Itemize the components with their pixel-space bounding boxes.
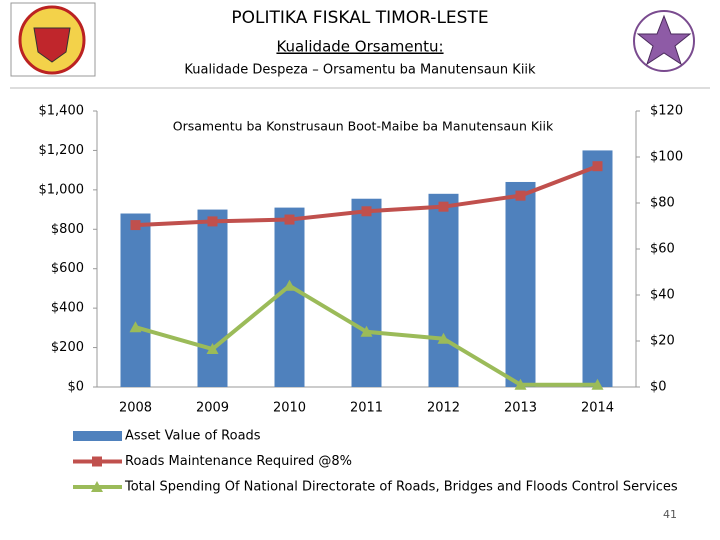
y-tick-label: $1,200 (39, 143, 85, 158)
line-marker (283, 279, 296, 291)
y-tick-label: $400 (51, 301, 84, 316)
y-tick-label: $1,000 (39, 182, 85, 197)
y2-tick-label: $120 (650, 104, 683, 119)
legend-label: Total Spending Of National Directorate o… (124, 480, 678, 495)
line-marker (514, 378, 527, 390)
x-tick-label: 2012 (427, 401, 460, 416)
y2-tick-label: $100 (650, 150, 683, 165)
slide-title: POLITIKA FISKAL TIMOR-LESTE (231, 8, 488, 28)
y2-tick-label: $60 (650, 242, 675, 257)
line-marker (284, 214, 295, 225)
bar (505, 181, 536, 387)
y-tick-label: $200 (51, 340, 84, 355)
bar (274, 207, 305, 387)
y2-tick-label: $20 (650, 334, 675, 349)
line-marker (206, 343, 219, 355)
bar (120, 213, 151, 387)
chart-title: Orsamentu ba Konstrusaun Boot-Maibe ba M… (173, 119, 554, 134)
bar (428, 193, 459, 387)
legend-label: Roads Maintenance Required @8% (125, 454, 352, 469)
slide-heading: Kualidade Despeza – Orsamentu ba Manuten… (184, 63, 536, 78)
line-marker (592, 161, 603, 172)
line-marker (129, 321, 142, 333)
y-tick-label: $800 (51, 222, 84, 237)
line-marker (437, 332, 450, 344)
bar (197, 209, 228, 387)
line-marker (591, 378, 604, 390)
y-tick-label: $1,400 (39, 104, 85, 119)
x-tick-label: 2011 (350, 401, 383, 416)
legend-swatch (73, 431, 122, 441)
legend-marker (91, 481, 103, 492)
page-number: 41 (663, 508, 677, 521)
bar (582, 150, 613, 387)
line-marker (130, 220, 141, 231)
left-logo-shield (33, 27, 71, 63)
x-tick-label: 2008 (119, 401, 152, 416)
line-marker (515, 190, 526, 201)
y-tick-label: $0 (67, 380, 84, 395)
x-tick-label: 2010 (273, 401, 306, 416)
legend-label: Asset Value of Roads (125, 429, 261, 444)
slide-subtitle: Kualidade Orsamentu: (276, 38, 443, 56)
bar (351, 198, 382, 387)
y2-tick-label: $80 (650, 196, 675, 211)
right-logo-star (636, 14, 692, 66)
line-marker (360, 325, 373, 337)
x-tick-label: 2009 (196, 401, 229, 416)
line-marker (438, 201, 449, 212)
legend-marker (92, 456, 102, 467)
line-marker (361, 206, 372, 217)
x-tick-label: 2014 (581, 401, 614, 416)
y2-tick-label: $40 (650, 288, 675, 303)
line-marker (207, 216, 218, 227)
x-tick-label: 2013 (504, 401, 537, 416)
y2-tick-label: $0 (650, 380, 667, 395)
y-tick-label: $600 (51, 261, 84, 276)
